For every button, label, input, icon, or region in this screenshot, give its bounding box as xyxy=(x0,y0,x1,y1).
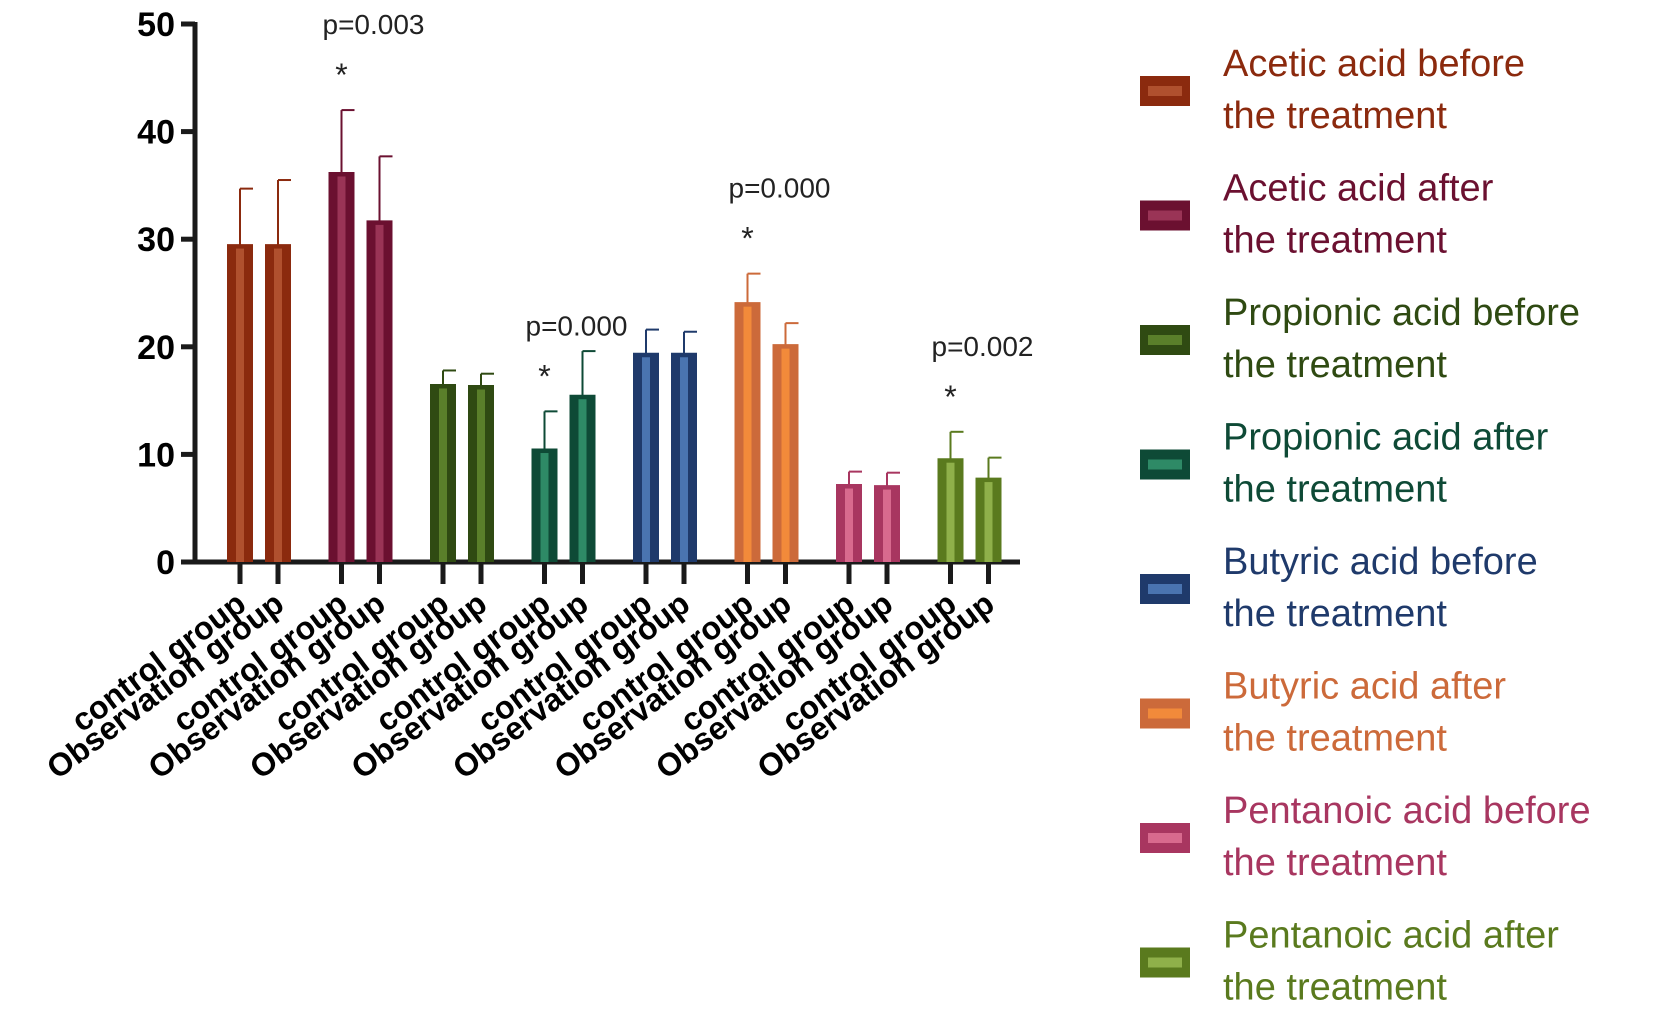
significance-star: * xyxy=(538,358,550,394)
legend-label: Acetic acid after xyxy=(1223,168,1494,210)
y-tick-label: 50 xyxy=(137,6,175,44)
significance-star: * xyxy=(741,221,753,257)
legend-label: the treatment xyxy=(1223,593,1447,635)
legend-label: Pentanoic acid before xyxy=(1223,790,1591,832)
bar-highlight xyxy=(578,399,587,562)
legend-label: the treatment xyxy=(1223,718,1447,760)
legend-label: Butyric acid before xyxy=(1223,541,1538,583)
legend-swatch-highlight xyxy=(1148,210,1182,221)
legend-label: the treatment xyxy=(1223,469,1447,511)
legend-item: Butyric acid after the treatment xyxy=(1140,666,1506,760)
p-value-label: p=0.002 xyxy=(932,331,1034,362)
bar-highlight xyxy=(845,488,853,562)
y-tick-label: 0 xyxy=(156,544,175,582)
legend-swatch-highlight xyxy=(1148,957,1182,968)
bar-highlight xyxy=(477,389,485,562)
legend-label: Acetic acid before xyxy=(1223,43,1525,85)
legend-swatch-highlight xyxy=(1148,86,1182,96)
bar-highlight xyxy=(781,348,790,562)
y-tick-label: 10 xyxy=(137,436,175,474)
bars xyxy=(227,109,1002,562)
legend-item: Propionic acid after the treatment xyxy=(1140,417,1549,511)
legend-label: the treatment xyxy=(1223,344,1447,386)
bar-highlight xyxy=(439,388,447,562)
legend-label: Pentanoic acid after xyxy=(1223,915,1559,957)
bar-highlight xyxy=(946,462,955,562)
bar-highlight xyxy=(337,176,346,562)
bar-highlight xyxy=(883,489,891,562)
legend-item: Acetic acid after the treatment xyxy=(1140,168,1494,262)
legend-label: Propionic acid after xyxy=(1223,417,1549,459)
significance-annotations: * p=0.003 * p=0.000 * p=0.000 * p=0.002 xyxy=(323,9,1034,415)
legend-swatch-highlight xyxy=(1148,335,1182,345)
legend-item: Acetic acid before the treatment xyxy=(1140,43,1525,137)
legend-label: Propionic acid before xyxy=(1223,292,1580,334)
bar-highlight xyxy=(540,453,549,562)
legend-item: Pentanoic acid after the treatment xyxy=(1140,915,1559,1009)
p-value-label: p=0.000 xyxy=(526,310,628,341)
bar-highlight xyxy=(680,357,688,562)
y-tick-label: 40 xyxy=(137,114,175,152)
legend-swatch-highlight xyxy=(1148,584,1182,594)
legend-label: the treatment xyxy=(1223,95,1447,137)
legend-item: Butyric acid before the treatment xyxy=(1140,541,1538,635)
legend-swatch-highlight xyxy=(1148,833,1182,843)
legend-item: Pentanoic acid before the treatment xyxy=(1140,790,1591,884)
legend-label: the treatment xyxy=(1223,220,1447,262)
p-value-label: p=0.000 xyxy=(729,173,831,204)
legend-label: Butyric acid after xyxy=(1223,666,1506,708)
legend-swatch-highlight xyxy=(1148,708,1182,719)
legend-label: the treatment xyxy=(1223,842,1447,884)
legend-swatch-highlight xyxy=(1148,459,1182,470)
p-value-label: p=0.003 xyxy=(323,9,425,40)
legend-label: the treatment xyxy=(1223,967,1447,1009)
significance-star: * xyxy=(944,379,956,415)
legend-item: Propionic acid before the treatment xyxy=(1140,292,1580,386)
bar-highlight xyxy=(984,482,993,562)
bar-highlight xyxy=(236,248,244,562)
bar-highlight xyxy=(375,224,384,562)
significance-star: * xyxy=(335,57,347,93)
bar-highlight xyxy=(642,357,650,562)
y-tick-label: 20 xyxy=(137,329,175,367)
bar-highlight xyxy=(743,306,752,562)
y-tick-label: 30 xyxy=(137,221,175,259)
bar-highlight xyxy=(274,248,282,562)
